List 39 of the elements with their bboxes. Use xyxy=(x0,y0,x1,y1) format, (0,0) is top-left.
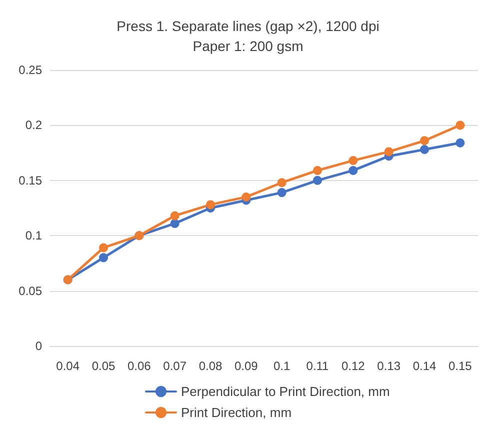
point xyxy=(242,192,251,202)
point xyxy=(348,166,358,175)
chart-title: Press 1. Separate lines (gap ×2), 1200 dpi xyxy=(116,18,380,34)
point xyxy=(277,188,286,198)
point xyxy=(456,138,465,148)
y-tick-label: 0.15 xyxy=(18,173,42,188)
point xyxy=(420,136,429,146)
y-tick-label: 0.2 xyxy=(25,118,42,132)
point xyxy=(420,144,429,154)
y-tick-label: 0.25 xyxy=(18,63,42,77)
point xyxy=(99,253,108,262)
x-tick-label: 0.1 xyxy=(273,359,290,373)
point xyxy=(170,218,180,228)
chart-subtitle: Paper 1: 200 gsm xyxy=(192,38,304,54)
y-tick-label: 0 xyxy=(35,339,42,353)
legend-label: Perpendicular to Print Direction, mm xyxy=(181,384,390,399)
x-tick-label: 0.06 xyxy=(127,359,152,373)
legend-label: Print Direction, mm xyxy=(181,405,292,420)
x-tick-label: 0.13 xyxy=(377,359,401,373)
x-tick-label: 0.07 xyxy=(163,359,187,373)
point xyxy=(99,243,108,252)
x-tick-label: 0.05 xyxy=(92,359,116,373)
x-tick-label: 0.14 xyxy=(412,359,436,373)
x-tick-label: 0.11 xyxy=(306,359,330,373)
point xyxy=(170,211,180,220)
x-tick-label: 0.04 xyxy=(56,359,80,373)
x-tick-label: 0.12 xyxy=(341,359,366,373)
point xyxy=(206,200,215,210)
x-tick-label: 0.09 xyxy=(234,359,258,373)
point xyxy=(384,147,394,156)
point xyxy=(348,156,358,166)
x-tick-label: 0.15 xyxy=(448,359,472,373)
x-tick-label: 0.08 xyxy=(198,359,222,373)
y-tick-label: 0.1 xyxy=(25,228,42,243)
point xyxy=(456,120,465,130)
y-tick-label: 0.05 xyxy=(18,284,42,298)
point xyxy=(313,166,322,175)
point xyxy=(277,178,286,188)
point xyxy=(313,176,322,185)
